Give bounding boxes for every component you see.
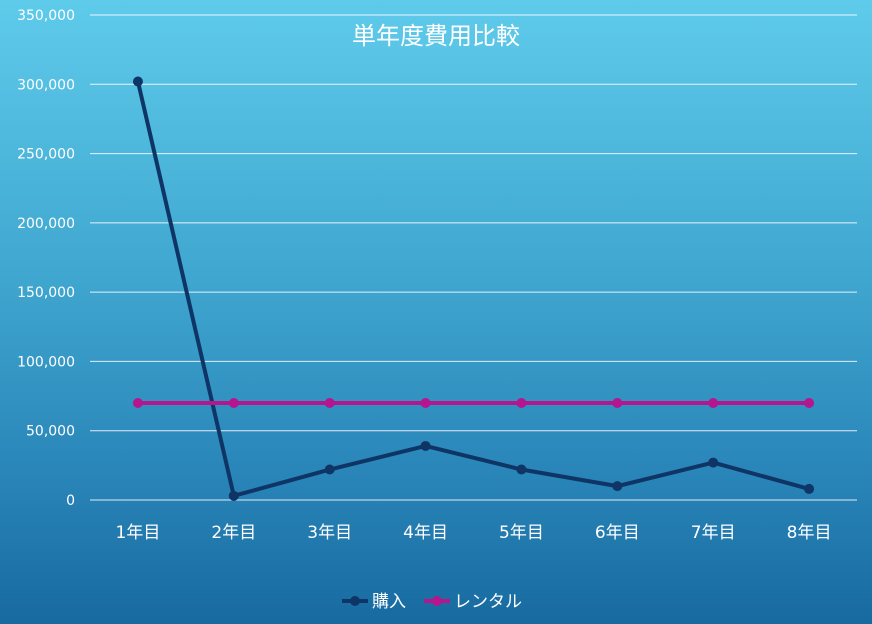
data-point [132,398,143,408]
x-tick-label: 7年目 [691,523,736,543]
data-point [420,398,431,408]
series-購入 [132,76,815,501]
y-tick-label: 350,000 [17,8,75,24]
data-point [228,490,239,501]
legend-label: 購入 [372,592,406,612]
data-point [420,440,431,451]
y-tick-label: 0 [66,493,75,509]
x-tick-label: 1年目 [116,523,161,543]
y-tick-label: 100,000 [17,354,75,370]
data-point [804,398,815,408]
legend: 購入 レンタル [342,592,522,612]
data-point [324,398,335,408]
data-point [804,483,815,494]
y-tick-label: 200,000 [17,216,75,232]
data-point [708,457,719,468]
data-point [228,398,239,408]
x-axis: 1年目 2年目 3年目 4年目 5年目 6年目 7年目 8年目 [116,523,832,543]
data-point [324,464,335,475]
y-tick-label: 300,000 [17,77,75,93]
legend-swatch-marker [432,596,442,606]
data-point [612,481,623,492]
x-tick-label: 5年目 [499,523,544,543]
x-tick-label: 2年目 [211,523,256,543]
legend-item: 購入 [342,592,406,612]
legend-swatch-marker [350,596,360,606]
series-line [135,79,812,498]
data-point [612,398,623,408]
y-tick-label: 150,000 [17,285,75,301]
data-point [708,398,719,408]
x-tick-label: 4年目 [403,523,448,543]
data-point [516,464,527,475]
series-レンタル [132,398,815,408]
legend-item: レンタル [424,592,522,612]
y-tick-label: 50,000 [26,424,75,440]
grid [90,14,857,501]
y-axis: 0 50,000 100,000 150,000 200,000 250,000 300,0… [17,8,75,509]
series [132,76,815,501]
x-tick-label: 6年目 [595,523,640,543]
x-tick-label: 3年目 [307,523,352,543]
legend-label: レンタル [454,592,522,612]
chart-title: 単年度費用比較 [352,22,520,50]
y-tick-label: 250,000 [17,147,75,163]
data-point [132,76,143,87]
x-tick-label: 8年目 [787,523,832,543]
data-point [516,398,527,408]
